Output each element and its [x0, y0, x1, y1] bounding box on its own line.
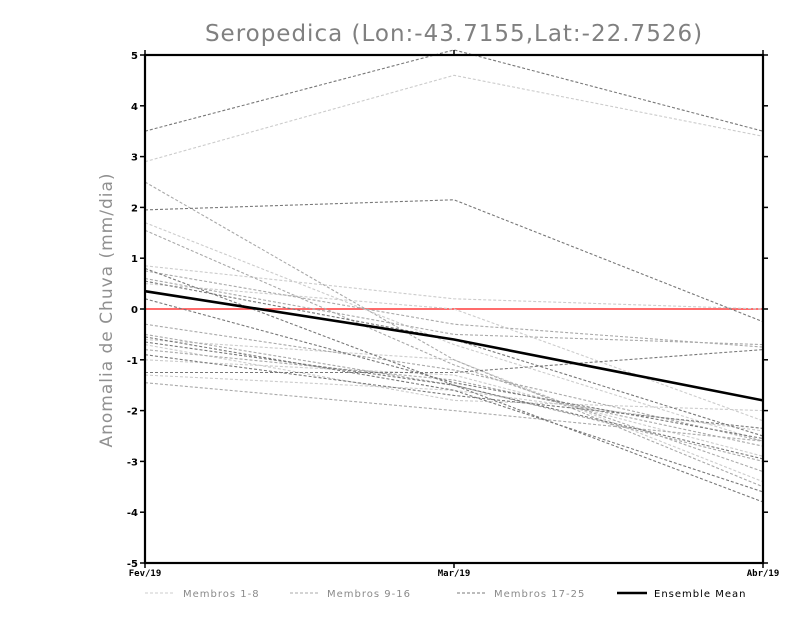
x-tick-label: Abr/19: [747, 569, 780, 579]
x-tick-label: Fev/19: [129, 569, 162, 579]
series-line-4: [144, 344, 764, 412]
series-line-23: [144, 341, 764, 503]
series-line-20: [145, 349, 764, 374]
series-line-21: [144, 336, 764, 493]
series-line-3: [144, 283, 764, 422]
series-line-5: [144, 359, 764, 457]
legend: Membros 1-8 Membros 9-16 Membros 17-25 Ense…: [145, 589, 746, 600]
x-tick-label: Mar/19: [438, 569, 471, 579]
series-line-16: [144, 349, 764, 447]
y-tick-label: 4: [131, 102, 138, 113]
y-tick-label: -3: [127, 457, 138, 468]
series-line-1: [144, 74, 764, 163]
series-line-7: [144, 222, 764, 442]
y-tick-label: 2: [131, 203, 138, 214]
ensemble-mean-line: [144, 289, 764, 402]
series-line-15: [144, 229, 764, 473]
series-line-12: [144, 333, 764, 462]
series-line-2: [144, 265, 764, 310]
y-tick-label: 1: [131, 254, 138, 265]
chart-title: Seropedica (Lon:-43.7155,Lat:-22.7526): [205, 21, 703, 47]
series-line-24: [144, 298, 764, 440]
y-tick-label: 5: [131, 51, 138, 62]
y-tick-label: 0: [131, 305, 138, 316]
series-line-13: [144, 270, 764, 348]
series-line-14: [144, 382, 764, 442]
legend-label: Membros 17-25: [494, 589, 585, 600]
y-tick-label: -4: [127, 508, 138, 519]
series-layer: [144, 49, 764, 503]
series-line-6: [144, 338, 764, 483]
series-line-9: [144, 181, 764, 488]
y-tick-label: -2: [127, 407, 138, 418]
legend-label: Ensemble Mean: [654, 589, 746, 600]
legend-label: Membros 9-16: [327, 589, 411, 600]
series-line-18: [144, 199, 764, 323]
series-line-19: [144, 280, 764, 437]
series-line-10: [144, 277, 764, 346]
y-axis-label: Anomalia de Chuva (mm/dia): [97, 172, 117, 447]
series-line-17: [144, 49, 764, 132]
series-line-22: [144, 267, 764, 460]
legend-label: Membros 1-8: [183, 589, 260, 600]
y-tick-label: -5: [127, 559, 138, 570]
y-tick-label: -1: [127, 356, 138, 367]
axes-layer: -5 -4 -3 -2 -1 0 1 2 3 4 5 Fev/19 Mar/19 Abr/19: [127, 50, 779, 579]
y-tick-label: 3: [131, 153, 138, 164]
series-line-25: [144, 354, 764, 429]
series-line-11: [144, 323, 764, 442]
series-line-8: [144, 374, 764, 432]
